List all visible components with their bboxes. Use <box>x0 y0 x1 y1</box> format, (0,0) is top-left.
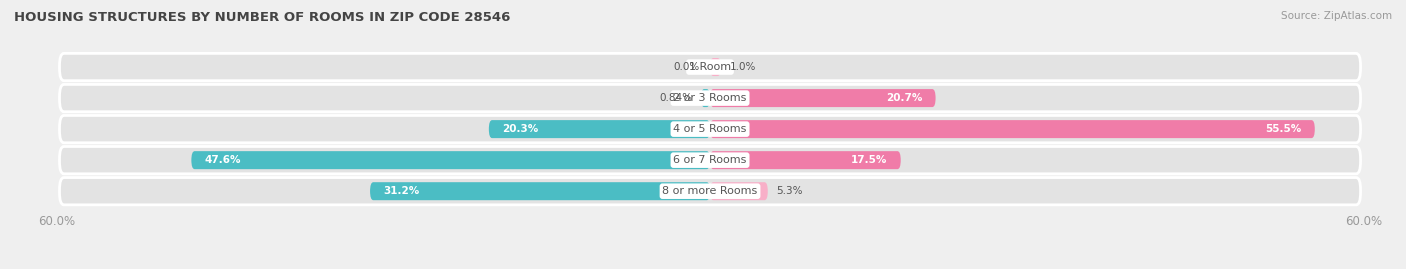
FancyBboxPatch shape <box>59 84 1361 112</box>
Text: 4 or 5 Rooms: 4 or 5 Rooms <box>673 124 747 134</box>
FancyBboxPatch shape <box>489 120 710 138</box>
FancyBboxPatch shape <box>370 182 710 200</box>
FancyBboxPatch shape <box>700 89 710 107</box>
Text: 47.6%: 47.6% <box>204 155 240 165</box>
Text: 2 or 3 Rooms: 2 or 3 Rooms <box>673 93 747 103</box>
Text: 17.5%: 17.5% <box>851 155 887 165</box>
Text: 5.3%: 5.3% <box>776 186 803 196</box>
Text: 20.7%: 20.7% <box>886 93 922 103</box>
FancyBboxPatch shape <box>710 151 901 169</box>
Text: 0.0%: 0.0% <box>673 62 699 72</box>
Text: 6 or 7 Rooms: 6 or 7 Rooms <box>673 155 747 165</box>
Text: 0.84%: 0.84% <box>659 93 692 103</box>
FancyBboxPatch shape <box>191 151 710 169</box>
FancyBboxPatch shape <box>710 58 721 76</box>
Text: 55.5%: 55.5% <box>1265 124 1302 134</box>
FancyBboxPatch shape <box>710 120 1315 138</box>
FancyBboxPatch shape <box>59 147 1361 174</box>
Text: HOUSING STRUCTURES BY NUMBER OF ROOMS IN ZIP CODE 28546: HOUSING STRUCTURES BY NUMBER OF ROOMS IN… <box>14 11 510 24</box>
Text: 20.3%: 20.3% <box>502 124 538 134</box>
FancyBboxPatch shape <box>710 89 935 107</box>
Text: 1 Room: 1 Room <box>689 62 731 72</box>
FancyBboxPatch shape <box>59 178 1361 205</box>
FancyBboxPatch shape <box>59 53 1361 81</box>
FancyBboxPatch shape <box>710 182 768 200</box>
Text: 1.0%: 1.0% <box>730 62 756 72</box>
Text: 31.2%: 31.2% <box>382 186 419 196</box>
FancyBboxPatch shape <box>59 115 1361 143</box>
Text: Source: ZipAtlas.com: Source: ZipAtlas.com <box>1281 11 1392 21</box>
Text: 8 or more Rooms: 8 or more Rooms <box>662 186 758 196</box>
